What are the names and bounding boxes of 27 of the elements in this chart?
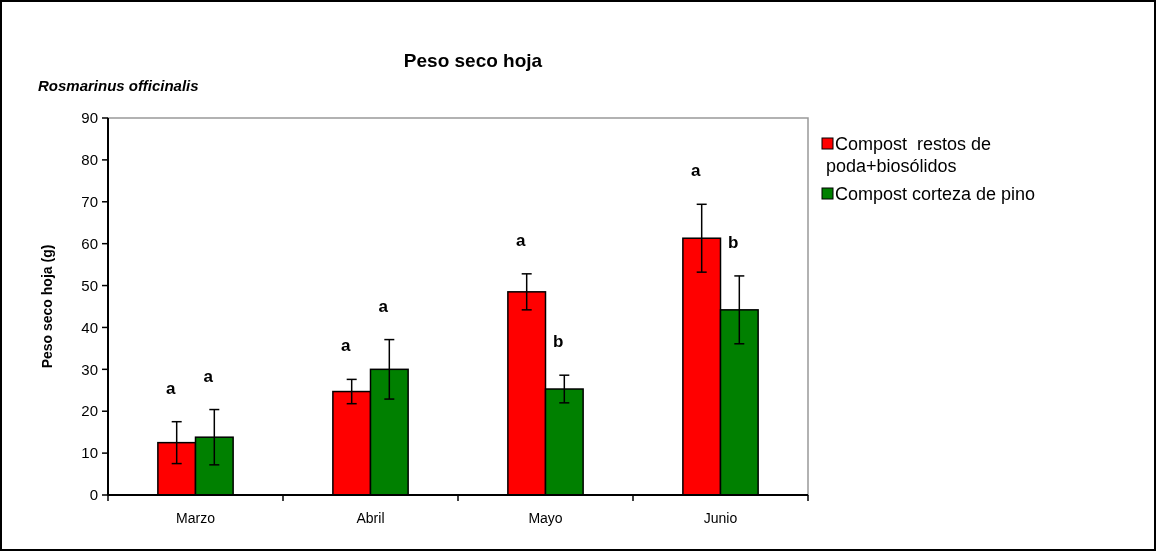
annotation: a [165, 378, 176, 398]
annotation: a [378, 296, 389, 316]
x-tick-label: Junio [703, 510, 738, 526]
y-tick-label: 60 [81, 234, 98, 252]
x-tick-label: Abril [356, 510, 385, 526]
legend-label: Compost corteza de pino [835, 184, 1036, 204]
chart-title: Peso seco hoja [403, 50, 543, 71]
annotation: b [728, 232, 739, 252]
y-tick-label: 70 [81, 193, 98, 211]
y-tick-label: 80 [81, 151, 98, 169]
y-tick-label: 20 [81, 402, 98, 420]
y-axis-title: Peso seco hoja (g) [39, 244, 55, 369]
annotation: a [340, 336, 351, 356]
y-tick-label: 90 [81, 109, 98, 127]
x-tick-label: Mayo [528, 510, 563, 526]
y-tick-label: 0 [89, 486, 98, 504]
y-tick-label: 10 [81, 444, 98, 462]
annotation: b [553, 332, 564, 352]
annotation: a [203, 366, 214, 386]
y-tick-label: 50 [81, 276, 98, 294]
y-tick-label: 40 [81, 318, 98, 336]
annotation: a [690, 161, 701, 181]
y-tick-label: 30 [81, 360, 98, 378]
annotation: a [515, 230, 526, 250]
legend-label: Compost restos de poda+biosólidos [826, 134, 992, 176]
chart-subtitle: Rosmarinus officinalis [38, 77, 199, 94]
x-tick-label: Marzo [176, 510, 216, 526]
